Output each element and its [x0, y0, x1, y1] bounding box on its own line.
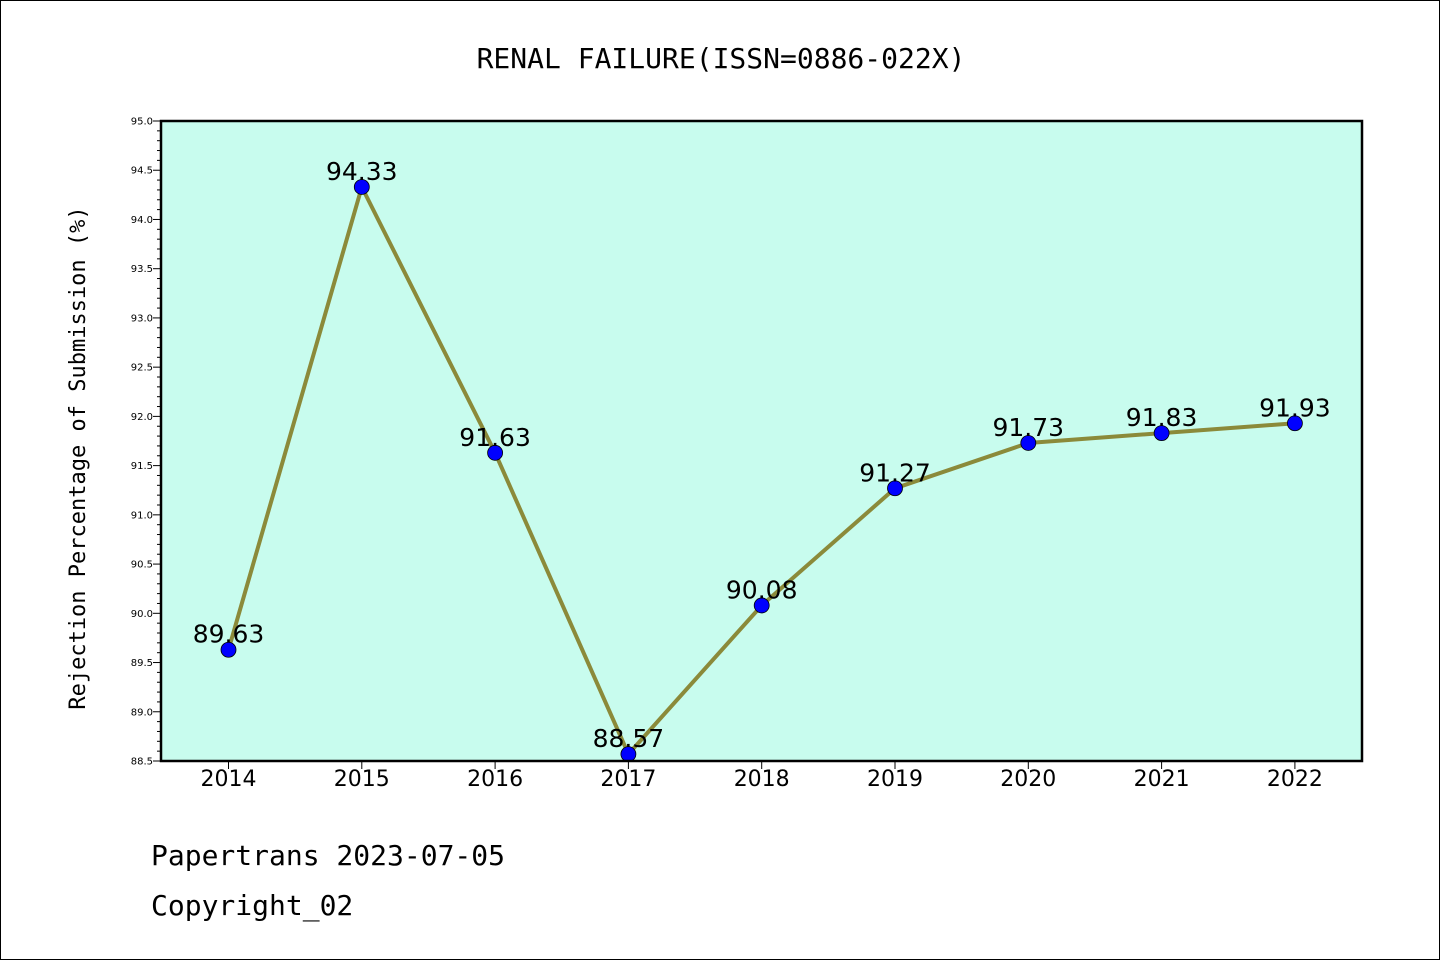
y-tick-label: 93.5 [131, 264, 153, 275]
y-tick-label: 94.5 [131, 166, 153, 177]
data-label: 90.08 [726, 575, 798, 604]
y-tick-label: 88.5 [131, 757, 153, 768]
y-tick-label: 95.0 [131, 117, 153, 128]
y-tick-label: 91.0 [131, 510, 153, 521]
data-point [1287, 415, 1303, 432]
y-tick-label: 93.0 [131, 313, 153, 324]
y-tick-label: 90.5 [131, 560, 153, 571]
y-tick-label: 94.0 [131, 215, 153, 226]
data-label: 91.63 [459, 423, 531, 452]
footer-source: Papertrans 2023-07-05 [151, 839, 505, 872]
data-point [220, 641, 237, 658]
data-label: 88.57 [593, 724, 665, 753]
data-label: 91.83 [1126, 403, 1198, 432]
x-tick-label: 2017 [600, 767, 656, 792]
plot-border [159, 119, 1364, 763]
axes: 88.5 89.0 89.5 90.0 90.5 91.0 91.5 92.0 92.5 93.0… [131, 117, 1323, 793]
footer-copyright: Copyright_02 [151, 889, 353, 923]
data-label: 91.27 [859, 458, 931, 487]
chart-title: RENAL FAILURE(ISSN=0886-022X) [477, 42, 966, 75]
x-tick-label: 2019 [867, 767, 923, 792]
data-label: 89.63 [193, 620, 265, 649]
data-label: 91.73 [993, 413, 1065, 442]
data-label: 91.93 [1259, 393, 1331, 422]
data-point [487, 444, 504, 461]
x-tick-label: 2022 [1267, 767, 1323, 792]
y-tick-label: 92.5 [131, 363, 153, 374]
x-tick-label: 2016 [467, 767, 523, 792]
x-tick-label: 2018 [734, 767, 790, 792]
y-tick-label: 91.5 [131, 461, 153, 472]
y-axis-label: Rejection Percentage of Submission (%) [66, 206, 91, 709]
x-tick-label: 2015 [334, 767, 390, 792]
data-labels: 89.63 94.33 91.63 88.57 90.08 91.27 91.73 91.83… [193, 157, 1331, 753]
plot-area [161, 121, 1362, 761]
y-tick-label: 92.0 [131, 412, 153, 423]
x-tick-label: 2014 [201, 767, 257, 792]
data-label: 94.33 [326, 157, 398, 186]
data-point [1020, 435, 1037, 451]
x-tick-label: 2020 [1000, 767, 1056, 792]
y-tick-label: 89.0 [131, 707, 153, 718]
data-point [753, 597, 770, 614]
data-point [1153, 425, 1170, 442]
data-point [887, 480, 903, 497]
y-tick-label: 90.0 [131, 609, 153, 620]
y-tick-label: 89.5 [131, 658, 153, 669]
data-point [353, 179, 370, 195]
x-tick-label: 2021 [1134, 767, 1190, 792]
